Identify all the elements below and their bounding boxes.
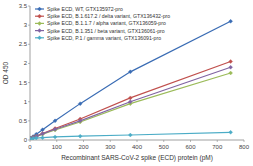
x-tick <box>110 140 111 142</box>
data-point <box>229 19 233 23</box>
legend-label: Spike ECD, B.1.617.2 / delta variant, GT… <box>47 13 170 19</box>
data-point <box>53 128 57 132</box>
legend-marker <box>38 7 42 11</box>
data-point <box>53 127 57 131</box>
data-point <box>78 134 82 138</box>
x-tick <box>56 140 57 142</box>
data-point <box>128 70 132 74</box>
series-line <box>30 62 231 139</box>
data-point <box>53 127 57 131</box>
y-tick-label: 2.5 <box>19 41 28 47</box>
legend-label: Spike ECD, B.1.351 / beta variant, GTX13… <box>47 28 165 34</box>
x-tick <box>163 140 164 142</box>
data-point <box>34 136 38 140</box>
y-tick <box>28 63 30 64</box>
y-tick <box>28 6 30 7</box>
y-tick-label: 0.5 <box>19 118 28 124</box>
x-axis-label: Recombinant SARS-CoV-2 spike (ECD) prote… <box>61 154 213 162</box>
series-line <box>30 21 231 138</box>
x-tick <box>137 140 138 142</box>
x-tick-label: 700 <box>212 144 223 150</box>
data-point <box>78 119 82 123</box>
data-point <box>229 130 233 134</box>
data-point <box>128 100 132 104</box>
y-tick-label: 3 <box>24 22 28 28</box>
y-tick-label: 3.5 <box>19 3 28 9</box>
y-tick <box>28 25 30 26</box>
x-tick-label: 300 <box>105 144 116 150</box>
legend-marker <box>38 21 42 25</box>
series-line <box>30 132 231 139</box>
x-tick-label: 0 <box>28 144 32 150</box>
legend-marker <box>38 29 42 33</box>
y-tick <box>28 82 30 83</box>
y-tick-label: 2 <box>24 60 28 66</box>
x-tick-label: 500 <box>159 144 170 150</box>
x-tick <box>190 140 191 142</box>
x-tick-label: 600 <box>185 144 196 150</box>
y-tick-label: 1.5 <box>19 80 28 86</box>
x-tick <box>30 140 31 142</box>
y-tick-label: 0 <box>24 137 28 143</box>
legend-marker <box>38 14 42 18</box>
series-line <box>30 67 231 138</box>
chart: 0 0.5 1 1.5 2 2.5 3 3.5 0 100 200 300 400 500 600 700 80… <box>0 0 253 166</box>
plot-area <box>30 19 233 140</box>
y-tick <box>28 44 30 45</box>
legend-label: Spike ECD, P.1 / gamma variant, GTX13609… <box>47 35 161 41</box>
x-tick <box>217 140 218 142</box>
data-point <box>229 65 233 69</box>
x-tick <box>244 140 245 142</box>
x-tick-label: 800 <box>239 144 250 150</box>
data-point <box>128 133 132 137</box>
y-tick <box>28 101 30 102</box>
x-tick-label: 400 <box>132 144 143 150</box>
x-tick-label: 100 <box>52 144 63 150</box>
data-point <box>41 136 45 140</box>
y-axis-label: OD 450 <box>2 61 9 84</box>
legend-marker <box>38 36 42 40</box>
y-tick-label: 1 <box>24 99 28 105</box>
y-tick <box>28 120 30 121</box>
data-point <box>128 96 132 100</box>
x-tick-label: 200 <box>78 144 89 150</box>
data-point <box>53 135 57 139</box>
data-point <box>78 102 82 106</box>
x-tick <box>83 140 84 142</box>
legend-label: Spike ECD, WT, GTX135972-pro <box>47 6 123 12</box>
data-point <box>41 128 45 132</box>
legend-label: Spike ECD, B.1.1.7 / alpha variant, GTX1… <box>47 20 166 26</box>
data-point <box>229 71 233 75</box>
legend: Spike ECD, WT, GTX135972-proSpike ECD, B… <box>35 6 170 41</box>
series-line <box>30 73 231 138</box>
y-axis <box>30 6 31 140</box>
data-point <box>229 60 233 64</box>
data-point <box>41 132 45 136</box>
data-point <box>53 119 57 123</box>
